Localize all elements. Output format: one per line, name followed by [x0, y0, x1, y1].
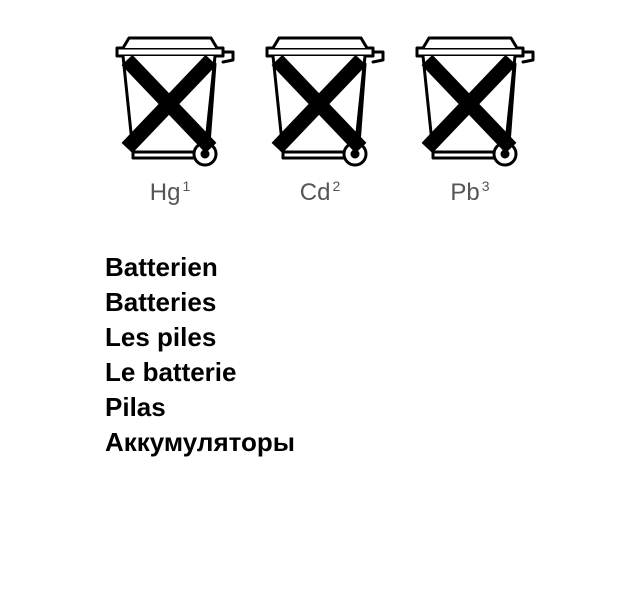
bin-label: Cd2: [300, 178, 340, 207]
translation-line: Pilas: [105, 390, 295, 425]
crossed-bin-icon: [405, 30, 535, 170]
element-super: 2: [332, 178, 340, 194]
element-symbol: Pb: [450, 179, 479, 206]
translation-line: Batterien: [105, 250, 295, 285]
element-super: 1: [182, 178, 190, 194]
element-symbol: Hg: [150, 179, 181, 206]
translations-list: BatterienBatteriesLes pilesLe batteriePi…: [105, 250, 295, 461]
bin-label: Hg1: [150, 178, 190, 207]
bin-unit: Cd2: [255, 30, 385, 207]
translation-line: Аккумуляторы: [105, 425, 295, 460]
crossed-bin-icon: [105, 30, 235, 170]
element-super: 3: [482, 178, 490, 194]
bin-label: Pb3: [450, 178, 489, 207]
element-symbol: Cd: [300, 179, 331, 206]
bin-unit: Pb3: [405, 30, 535, 207]
bin-unit: Hg1: [105, 30, 235, 207]
translation-line: Les piles: [105, 320, 295, 355]
translation-line: Le batterie: [105, 355, 295, 390]
crossed-bin-icon: [255, 30, 385, 170]
translation-line: Batteries: [105, 285, 295, 320]
bins-row: Hg1 Cd2: [105, 30, 535, 207]
